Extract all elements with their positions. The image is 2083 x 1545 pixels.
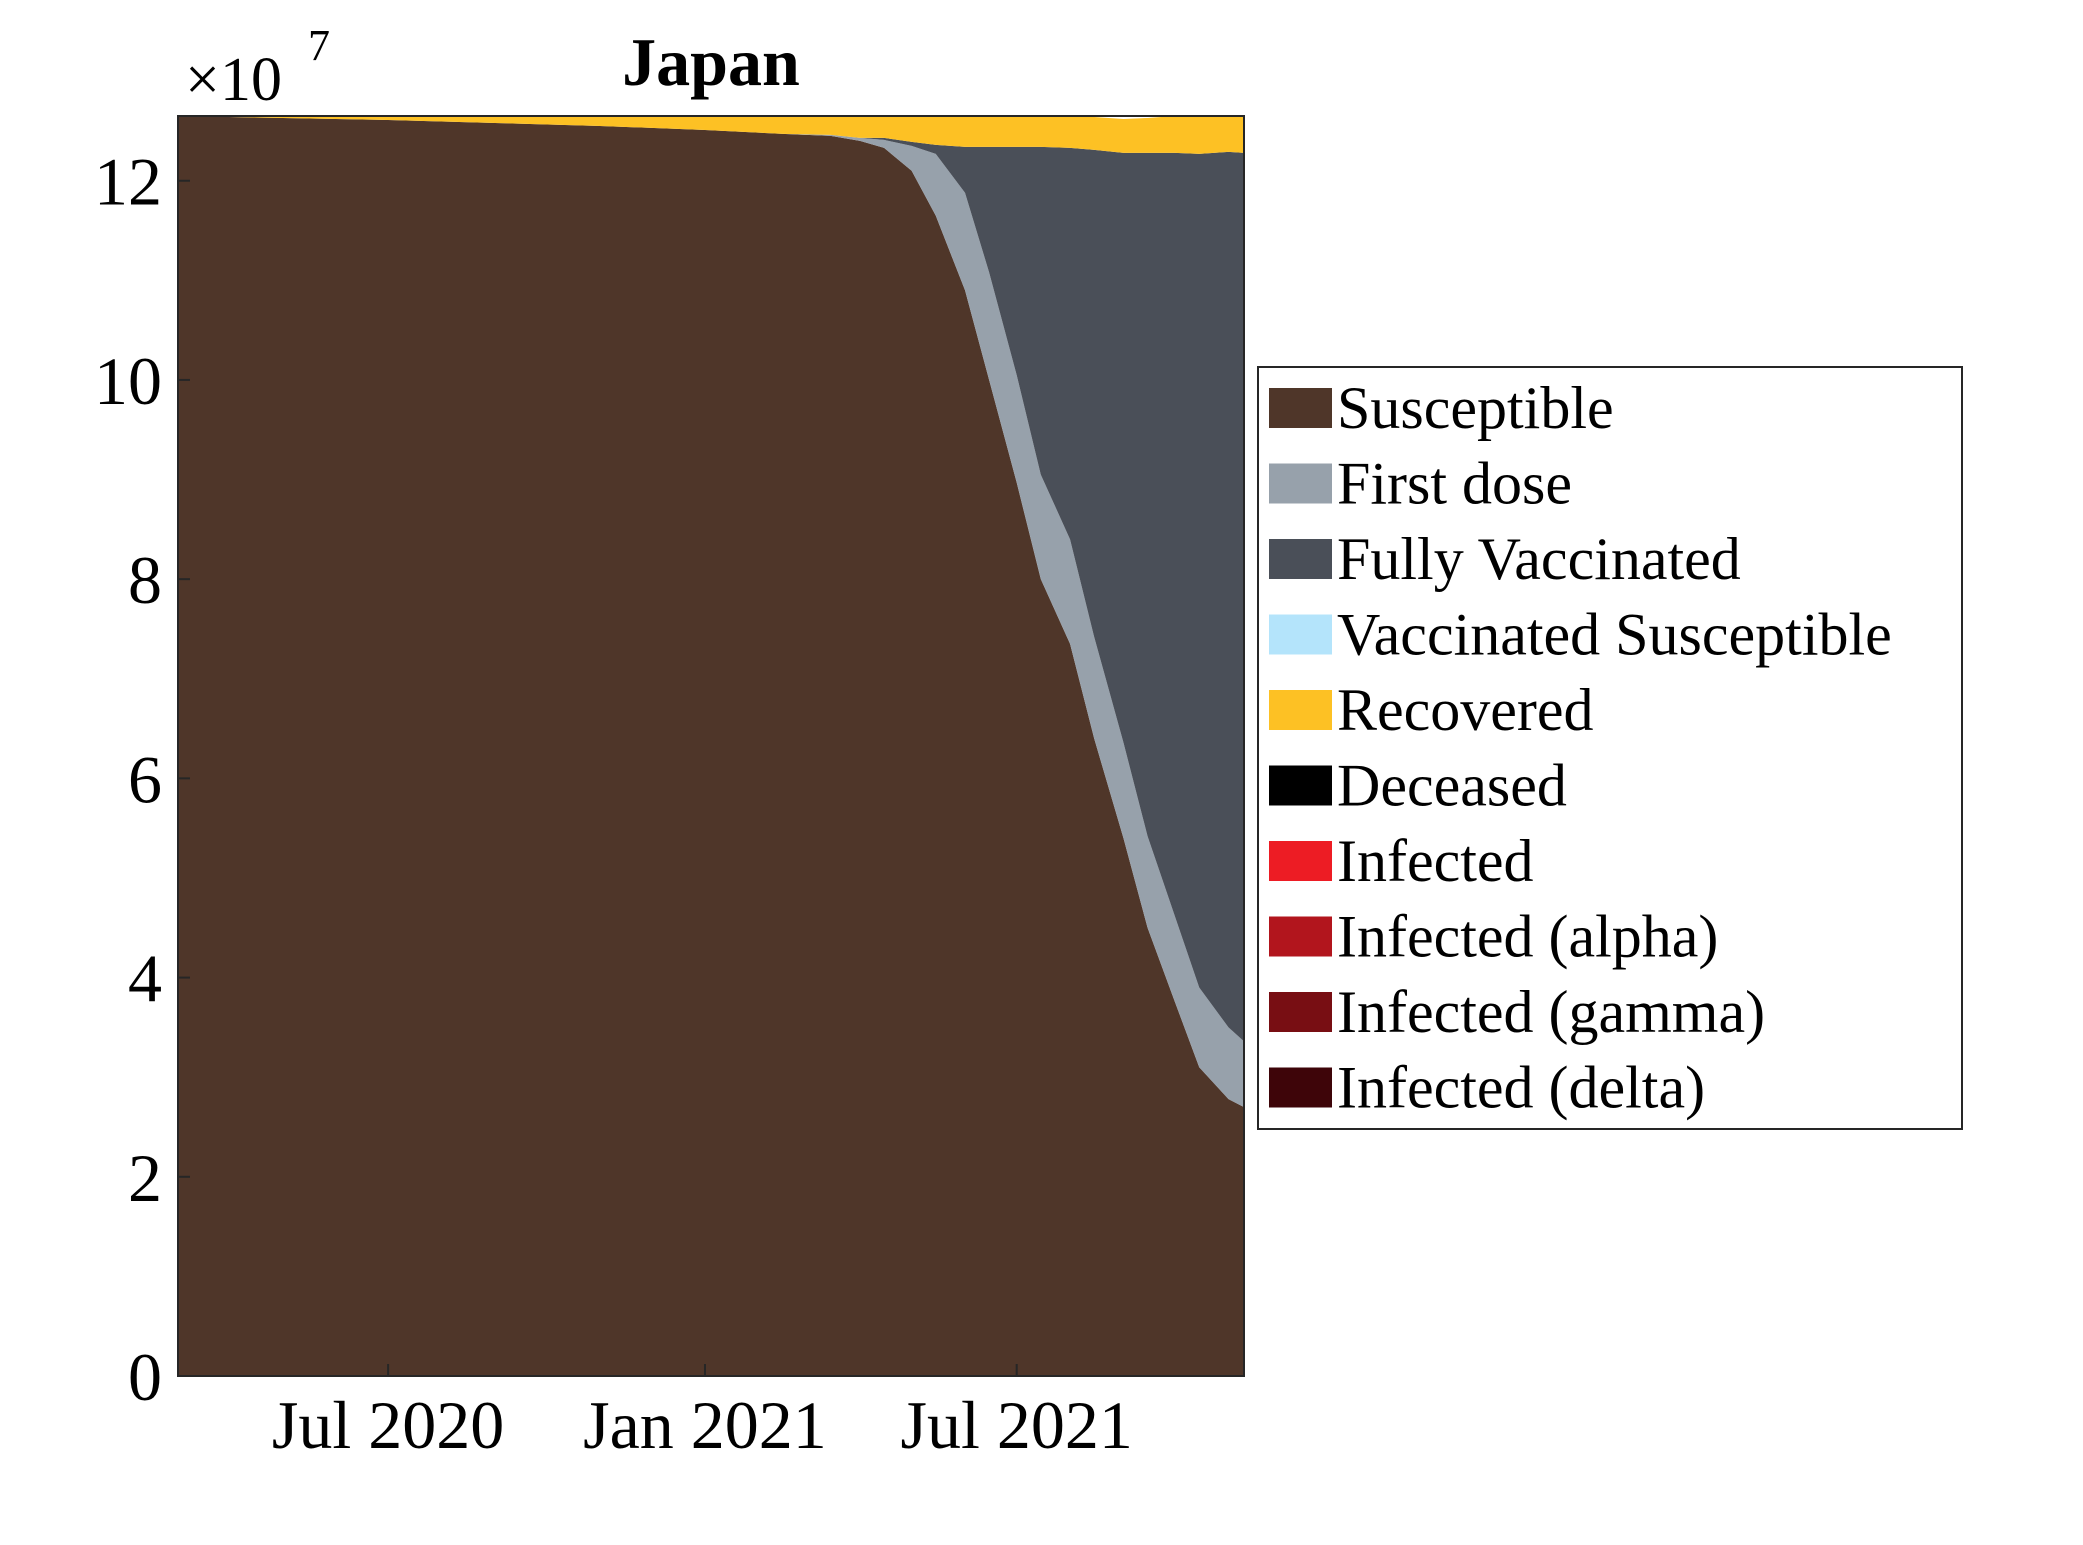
legend-label: Infected (delta) <box>1337 1055 1705 1121</box>
area-recovered <box>178 116 1244 154</box>
legend: Susceptible First dose Fully Vaccinated Vac… <box>1257 366 1963 1130</box>
legend-swatch <box>1269 539 1332 579</box>
y-tick-label: 2 <box>128 1140 162 1216</box>
areas-layer <box>178 116 1244 1376</box>
legend-swatch <box>1269 1067 1332 1108</box>
y-tick-label: 10 <box>94 343 162 419</box>
y-tick-label: 12 <box>94 144 162 220</box>
legend-box <box>1257 366 1963 1130</box>
legend-label: Infected <box>1337 828 1534 894</box>
plot-frame <box>177 115 1245 1377</box>
area-fully-vaccinated <box>178 116 1244 1042</box>
legend-swatch <box>1269 614 1332 655</box>
legend-label: Susceptible <box>1337 375 1614 441</box>
legend-label: First dose <box>1337 451 1572 517</box>
y-tick-label: 6 <box>128 741 162 817</box>
chart-title: Japan <box>622 24 800 100</box>
area-susceptible <box>178 116 1244 1376</box>
y-tick-label: 4 <box>128 941 162 1017</box>
y-tick-label: 0 <box>128 1339 162 1415</box>
x-tick-label: Jul 2021 <box>900 1387 1132 1463</box>
legend-label: Fully Vaccinated <box>1337 526 1741 592</box>
y-tick-label: 8 <box>128 542 162 618</box>
x-tick-label: Jul 2020 <box>272 1387 504 1463</box>
y-axis-exponent: 7 <box>308 21 330 70</box>
legend-label: Infected (alpha) <box>1337 904 1718 970</box>
legend-label: Deceased <box>1337 753 1567 819</box>
legend-label: Infected (gamma) <box>1337 979 1765 1045</box>
y-axis-multiplier: ×10 <box>185 46 282 114</box>
x-axis: Jul 2020 Jan 2021 Jul 2021 <box>272 1364 1133 1463</box>
legend-swatch <box>1269 765 1332 806</box>
legend-label: Vaccinated Susceptible <box>1337 602 1892 668</box>
legend-swatch <box>1269 388 1332 428</box>
y-axis: 0 2 4 6 8 10 12 <box>94 144 190 1415</box>
legend-swatch <box>1269 916 1332 957</box>
x-tick-label: Jan 2021 <box>583 1387 827 1463</box>
legend-label: Recovered <box>1337 677 1594 743</box>
legend-swatch <box>1269 463 1332 504</box>
legend-swatch <box>1269 690 1332 730</box>
legend-swatch <box>1269 841 1332 881</box>
legend-swatch <box>1269 992 1332 1032</box>
